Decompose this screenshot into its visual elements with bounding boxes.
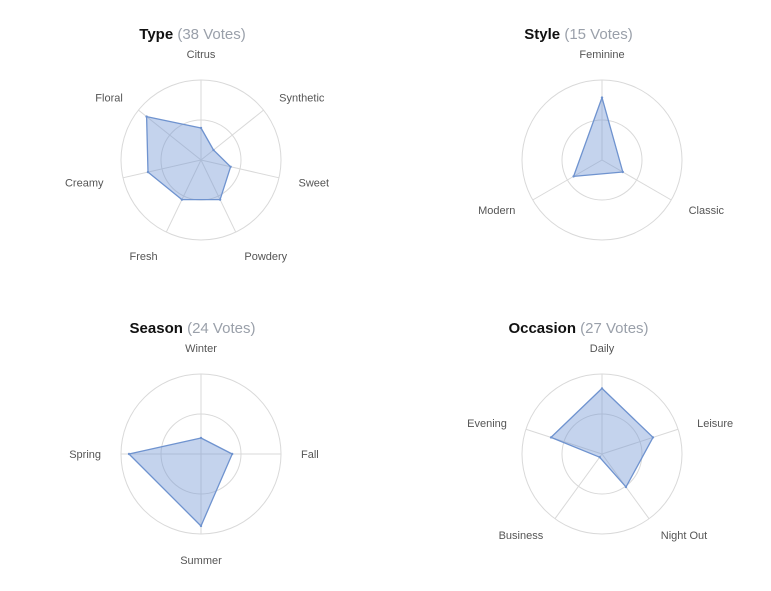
chart-panel-season: Season (24 Votes) Winter Fall Summer Spring xyxy=(0,294,385,589)
chart-vote-count: (24 Votes) xyxy=(187,320,256,337)
data-point-daily xyxy=(600,387,604,390)
chart-vote-count: (27 Votes) xyxy=(580,320,649,337)
chart-title-name: Season xyxy=(129,320,183,337)
chart-panel-type: Type (38 Votes) Citrus Synthetic Sweet Powd… xyxy=(0,0,385,295)
chart-panel-occasion: Occasion (27 Votes) Daily Leisure Night Ou… xyxy=(386,294,771,589)
data-point-citrus xyxy=(199,126,203,130)
axis-label-summer: Summer xyxy=(180,555,222,567)
data-point-winter xyxy=(199,436,203,440)
data-point-fall xyxy=(231,452,234,456)
axis-label-classic: Classic xyxy=(689,205,725,217)
axis-label-business: Business xyxy=(499,530,544,542)
axis-label-spring: Spring xyxy=(69,449,101,461)
axis-label-powdery: Powdery xyxy=(244,251,287,263)
chart-panel-style: Style (15 Votes) Feminine Classic Modern xyxy=(386,0,771,295)
data-point-summer xyxy=(199,524,203,528)
chart-title-name: Style xyxy=(524,26,561,43)
data-point-business xyxy=(598,456,601,459)
chart-title-name: Type xyxy=(139,26,174,43)
axis-spoke-fresh xyxy=(165,159,202,233)
axis-spoke-synthetic xyxy=(200,109,264,161)
axis-spoke-classic xyxy=(601,159,672,201)
data-point-creamy xyxy=(146,170,150,174)
axis-label-winter: Winter xyxy=(185,343,217,355)
axis-label-sweet: Sweet xyxy=(298,177,329,189)
data-point-feminine xyxy=(600,96,604,99)
data-point-floral xyxy=(145,115,148,118)
axis-label-daily: Daily xyxy=(590,343,615,355)
radar-chart-style: Feminine Classic Modern xyxy=(478,49,725,241)
radar-chart-type: Citrus Synthetic Sweet Powdery Fresh Creamy Fl… xyxy=(65,49,329,263)
axis-spoke-modern xyxy=(532,159,603,201)
radar-chart-occasion: Daily Leisure Night Out Business Evening xyxy=(467,343,733,542)
data-point-spring xyxy=(127,452,131,456)
axis-spoke-business xyxy=(554,453,603,520)
axis-label-modern: Modern xyxy=(478,205,515,217)
data-point-synthetic xyxy=(212,148,215,152)
axis-label-night-out: Night Out xyxy=(661,530,707,542)
data-point-leisure xyxy=(651,436,655,439)
axis-spoke-creamy xyxy=(122,159,202,179)
data-point-fresh xyxy=(180,198,184,201)
data-area-polygon xyxy=(572,96,624,178)
chart-vote-count: (38 Votes) xyxy=(177,26,246,43)
data-point-sweet xyxy=(229,165,232,168)
data-area-polygon xyxy=(128,437,233,527)
data-area-polygon xyxy=(550,387,654,488)
axis-spoke-floral xyxy=(138,109,202,161)
axis-label-fresh: Fresh xyxy=(129,251,157,263)
axis-label-evening: Evening xyxy=(467,418,507,430)
data-point-classic xyxy=(621,170,624,174)
axis-label-fall: Fall xyxy=(301,449,319,461)
data-point-modern xyxy=(572,175,575,178)
axis-spoke-leisure xyxy=(601,428,679,455)
axis-label-creamy: Creamy xyxy=(65,177,104,189)
axis-label-leisure: Leisure xyxy=(697,418,733,430)
axis-label-floral: Floral xyxy=(95,93,123,105)
chart-vote-count: (15 Votes) xyxy=(564,26,633,43)
axis-spoke-evening xyxy=(525,428,603,455)
data-point-night-out xyxy=(624,485,628,489)
axis-label-synthetic: Synthetic xyxy=(279,93,325,105)
axis-label-feminine: Feminine xyxy=(579,49,624,61)
data-point-evening xyxy=(549,436,553,439)
data-area-polygon xyxy=(145,115,232,201)
chart-title: Style (15 Votes) xyxy=(386,26,771,43)
axis-spoke-sweet xyxy=(200,159,280,179)
chart-title: Occasion (27 Votes) xyxy=(386,320,771,337)
radar-chart-season: Winter Fall Summer Spring xyxy=(69,343,319,567)
data-point-powdery xyxy=(218,198,222,201)
chart-title: Season (24 Votes) xyxy=(0,320,385,337)
chart-title: Type (38 Votes) xyxy=(0,26,385,43)
chart-title-name: Occasion xyxy=(508,320,576,337)
axis-spoke-powdery xyxy=(200,159,237,233)
axis-label-citrus: Citrus xyxy=(187,49,216,61)
